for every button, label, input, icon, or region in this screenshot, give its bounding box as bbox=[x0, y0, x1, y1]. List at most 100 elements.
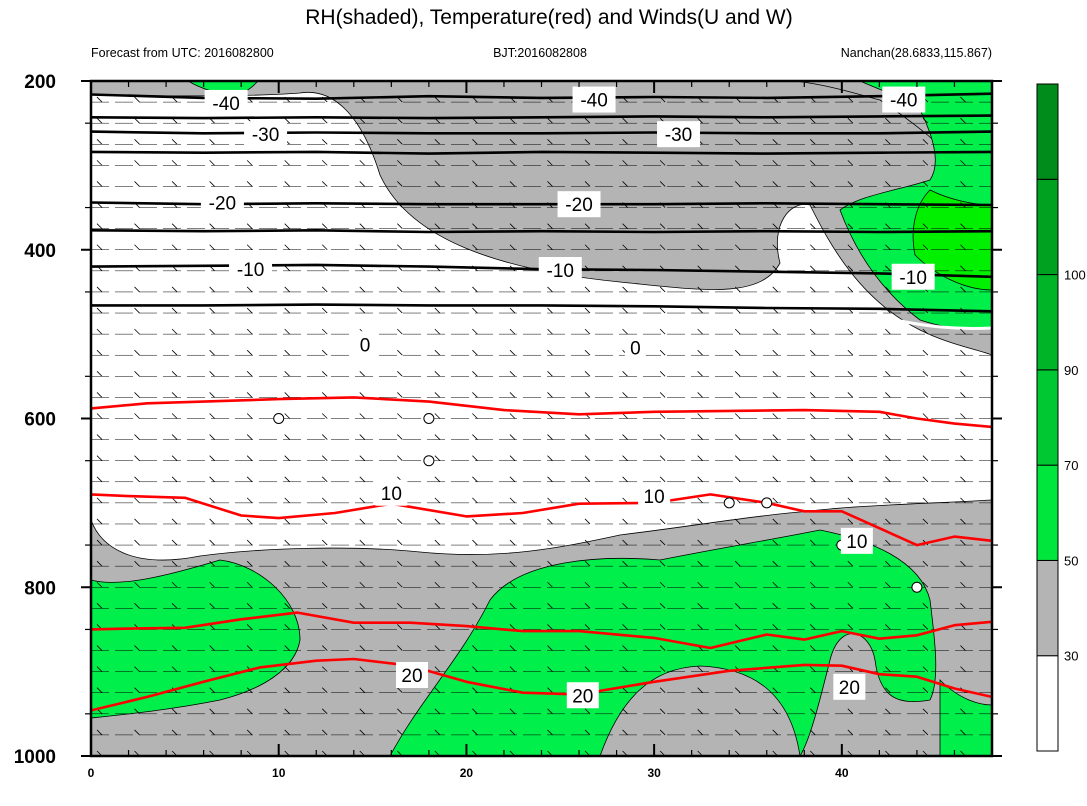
contour-label-box bbox=[204, 89, 248, 116]
wind-barb-flag bbox=[472, 286, 478, 293]
wind-barb-flag bbox=[246, 286, 253, 293]
wind-barb-flag bbox=[734, 729, 741, 736]
forecast-subtitle: Forecast from UTC: 2016082800 bbox=[91, 46, 274, 60]
colorbar-label: 90 bbox=[1064, 363, 1078, 378]
wind-barb-flag bbox=[659, 392, 666, 398]
wind-barb-flag bbox=[547, 160, 553, 166]
wind-barb-flag bbox=[96, 160, 103, 166]
wind-barb-flag bbox=[359, 413, 366, 419]
contour-label: -40 bbox=[212, 94, 239, 115]
wind-barb-flag bbox=[810, 117, 816, 124]
wind-barb-flag bbox=[810, 392, 816, 398]
wind-barb-flag bbox=[922, 497, 929, 504]
wind-barb-flag bbox=[209, 645, 215, 651]
contour-label-box bbox=[638, 483, 671, 510]
wind-barb-flag bbox=[96, 413, 103, 419]
wind-barb-flag bbox=[134, 349, 140, 356]
wind-barb-flag bbox=[847, 181, 854, 187]
wind-barb-flag bbox=[734, 138, 741, 145]
contour-label-box bbox=[395, 662, 428, 688]
wind-barb-flag bbox=[284, 434, 290, 440]
wind-barb-flag bbox=[922, 666, 929, 672]
colorbar-label: 50 bbox=[1064, 553, 1078, 568]
wind-barb-flag bbox=[810, 413, 816, 419]
wind-barb-flag bbox=[96, 603, 103, 609]
wind-barb-flag bbox=[397, 539, 403, 546]
y-tick-label: 1000 bbox=[14, 747, 56, 768]
wind-barb-flag bbox=[209, 434, 215, 440]
wind-barb-flag bbox=[434, 413, 441, 419]
contour-label: -10 bbox=[899, 268, 926, 289]
wind-barb-flag bbox=[885, 645, 891, 651]
wind-barb-flag bbox=[697, 160, 703, 166]
wind-barb-flag bbox=[922, 729, 929, 736]
wind-barb-flag bbox=[434, 645, 441, 651]
wind-barb-flag bbox=[246, 392, 253, 398]
wind-barb-flag bbox=[96, 117, 103, 124]
wind-barb-flag bbox=[397, 349, 403, 356]
wind-barb-flag bbox=[847, 497, 854, 504]
wind-barb-flag bbox=[209, 328, 215, 335]
wind-barb-flag bbox=[96, 476, 103, 483]
wind-barb-flag bbox=[359, 497, 366, 504]
wind-barb-flag bbox=[659, 371, 666, 377]
wind-barb-flag bbox=[134, 729, 140, 736]
wind-barb-flag bbox=[96, 518, 103, 525]
wind-barb-flag bbox=[659, 581, 666, 588]
wind-barb-flag bbox=[246, 223, 253, 229]
wind-barb-flag bbox=[622, 371, 628, 377]
wind-barb-flag bbox=[359, 223, 366, 229]
wind-barb-flag bbox=[772, 328, 779, 335]
wind-barb-flag bbox=[509, 328, 516, 335]
wind-barb-flag bbox=[246, 729, 253, 736]
wind-barb-flag bbox=[434, 328, 441, 335]
wind-barb-flag bbox=[246, 560, 253, 567]
wind-barb-flag bbox=[284, 117, 290, 124]
wind-barb-flag bbox=[321, 708, 328, 715]
wind-barb-flag bbox=[96, 371, 103, 377]
wind-barb-flag bbox=[584, 349, 591, 356]
wind-barb-flag bbox=[359, 160, 366, 166]
wind-barb-flag bbox=[397, 307, 403, 314]
wind-barb-flag bbox=[134, 96, 140, 103]
contour-label: -30 bbox=[252, 125, 279, 146]
wind-barb-flag bbox=[434, 560, 441, 567]
wind-barb-flag bbox=[134, 497, 140, 504]
contour-label-box bbox=[244, 121, 288, 148]
contour-label: 10 bbox=[381, 484, 402, 505]
wind-barb-flag bbox=[885, 286, 891, 293]
wind-barb-flag bbox=[246, 181, 253, 187]
wind-barb-flag bbox=[397, 603, 403, 609]
wind-barb-flag bbox=[284, 708, 290, 715]
colorbar-swatch bbox=[1036, 178, 1059, 276]
wind-barb-flag bbox=[547, 349, 553, 356]
wind-barb-flag bbox=[359, 244, 366, 251]
wind-barb-flag bbox=[584, 434, 591, 440]
wind-barb-flag bbox=[622, 117, 628, 124]
wind-barb-flag bbox=[659, 307, 666, 314]
wind-barb-flag bbox=[96, 560, 103, 567]
wind-barb-flag bbox=[359, 581, 366, 588]
wind-barb-flag bbox=[697, 392, 703, 398]
wind-barb-flag bbox=[847, 265, 854, 272]
wind-barb-flag bbox=[246, 434, 253, 440]
contour-label-box bbox=[840, 527, 873, 554]
wind-barb-flag bbox=[810, 518, 816, 525]
wind-barb-flag bbox=[659, 244, 666, 251]
wind-barb-flag bbox=[960, 729, 966, 736]
wind-barb-flag bbox=[397, 518, 403, 525]
wind-barb-flag bbox=[810, 729, 816, 736]
wind-barb-flag bbox=[171, 518, 178, 525]
wind-barb-flag bbox=[134, 160, 140, 166]
wind-barb-flag bbox=[734, 687, 741, 694]
wind-barb-flag bbox=[810, 286, 816, 293]
wind-barb-flag bbox=[284, 286, 290, 293]
wind-barb-flag bbox=[922, 476, 929, 483]
wind-barb-flag bbox=[810, 560, 816, 567]
wind-barb-flag bbox=[810, 181, 816, 187]
contour-label: 20 bbox=[839, 678, 860, 699]
wind-barb-flag bbox=[209, 181, 215, 187]
rh-gray-upper bbox=[91, 81, 992, 356]
wind-barb-flag bbox=[659, 603, 666, 609]
wind-barb-flag bbox=[397, 181, 403, 187]
